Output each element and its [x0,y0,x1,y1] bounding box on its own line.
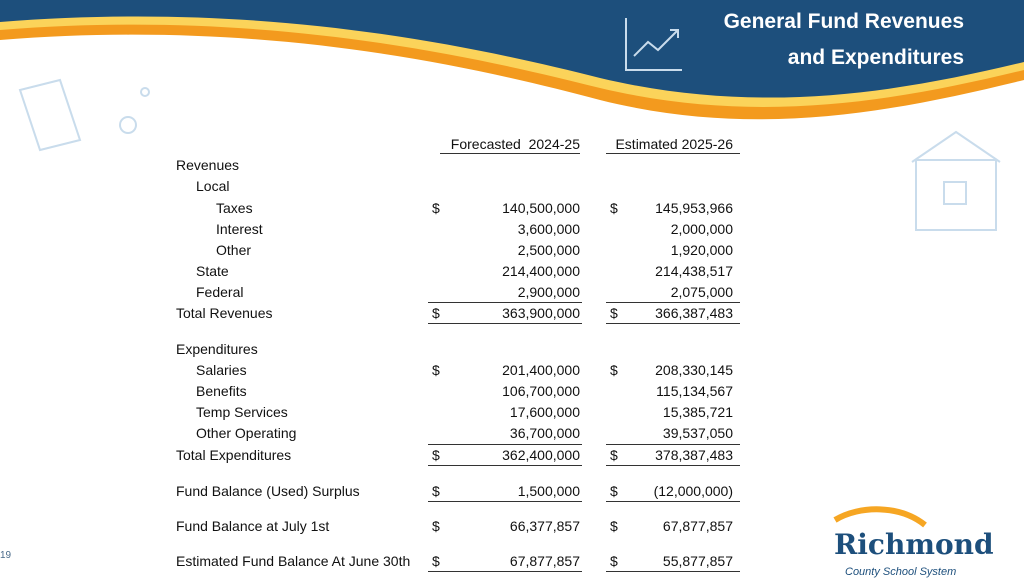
amount: 17,600,000 [509,404,580,420]
rule [606,465,740,466]
amount: 362,400,000 [502,447,580,463]
row-label: Benefits [196,383,247,399]
currency-sign: $ [610,447,618,463]
title-line: General Fund Revenues [723,10,964,33]
rule [606,571,740,572]
rule [440,153,580,154]
rule [606,323,740,324]
amount: 214,438,517 [655,263,733,279]
rule [606,444,740,445]
amount: 67,877,857 [662,518,733,534]
row-label: Local [196,178,230,194]
currency-sign: $ [610,483,618,499]
amount: 2,075,000 [670,284,733,300]
row-label: Fund Balance at July 1st [176,518,330,534]
rule [428,444,582,445]
amount: 366,387,483 [655,305,733,321]
rule [428,302,582,303]
amount: 106,700,000 [502,383,580,399]
row-label: Estimated Fund Balance At June 30th [176,553,411,569]
row-label: Other [216,242,252,258]
row-label: Expenditures [176,341,258,357]
row-label: Other Operating [196,425,297,441]
row-label: State [196,263,229,279]
currency-sign: $ [432,483,440,499]
row-label: Fund Balance (Used) Surplus [176,483,360,499]
amount: 55,877,857 [662,553,733,569]
currency-sign: $ [610,518,618,534]
row-label: Interest [216,221,263,237]
amount: 208,330,145 [655,362,733,378]
amount: 36,700,000 [509,425,580,441]
currency-sign: $ [432,362,440,378]
currency-sign: $ [610,305,618,321]
currency-sign: $ [432,305,440,321]
amount: 140,500,000 [502,200,580,216]
row-label: Federal [196,284,244,300]
amount: (12,000,000) [653,483,733,499]
rule [606,153,740,154]
rule [428,323,582,324]
amount: 39,537,050 [662,425,733,441]
column-header: Forecasted 2024-25 [450,136,580,152]
row-label: Revenues [176,157,240,173]
column-header: Estimated 2025-26 [615,136,733,152]
amount: 67,877,857 [509,553,580,569]
logo-name: Richmond [834,528,994,561]
amount: 66,377,857 [509,518,580,534]
currency-sign: $ [610,200,618,216]
row-label: Total Revenues [176,305,273,321]
currency-sign: $ [610,553,618,569]
title-line: and Expenditures [787,46,964,69]
amount: 1,920,000 [670,242,733,258]
amount: 2,900,000 [517,284,580,300]
amount: 145,953,966 [655,200,733,216]
page-number: 19 [0,550,12,561]
currency-sign: $ [432,518,440,534]
amount: 214,400,000 [502,263,580,279]
row-label: Salaries [196,362,247,378]
logo-subtitle: County School System [845,566,957,578]
amount: 201,400,000 [502,362,580,378]
amount: 2,500,000 [517,242,580,258]
row-label: Total Expenditures [176,447,292,463]
amount: 2,000,000 [670,221,733,237]
row-label: Taxes [216,200,253,216]
amount: 378,387,483 [655,447,733,463]
rule [428,571,582,572]
rule [606,302,740,303]
rule [428,465,582,466]
currency-sign: $ [432,447,440,463]
amount: 115,134,567 [656,383,733,399]
rule [606,501,740,502]
amount: 363,900,000 [502,305,580,321]
currency-sign: $ [610,362,618,378]
amount: 1,500,000 [517,483,580,499]
currency-sign: $ [432,553,440,569]
amount: 15,385,721 [662,404,733,420]
currency-sign: $ [432,200,440,216]
row-label: Temp Services [196,404,288,420]
amount: 3,600,000 [517,221,580,237]
rule [428,501,582,502]
